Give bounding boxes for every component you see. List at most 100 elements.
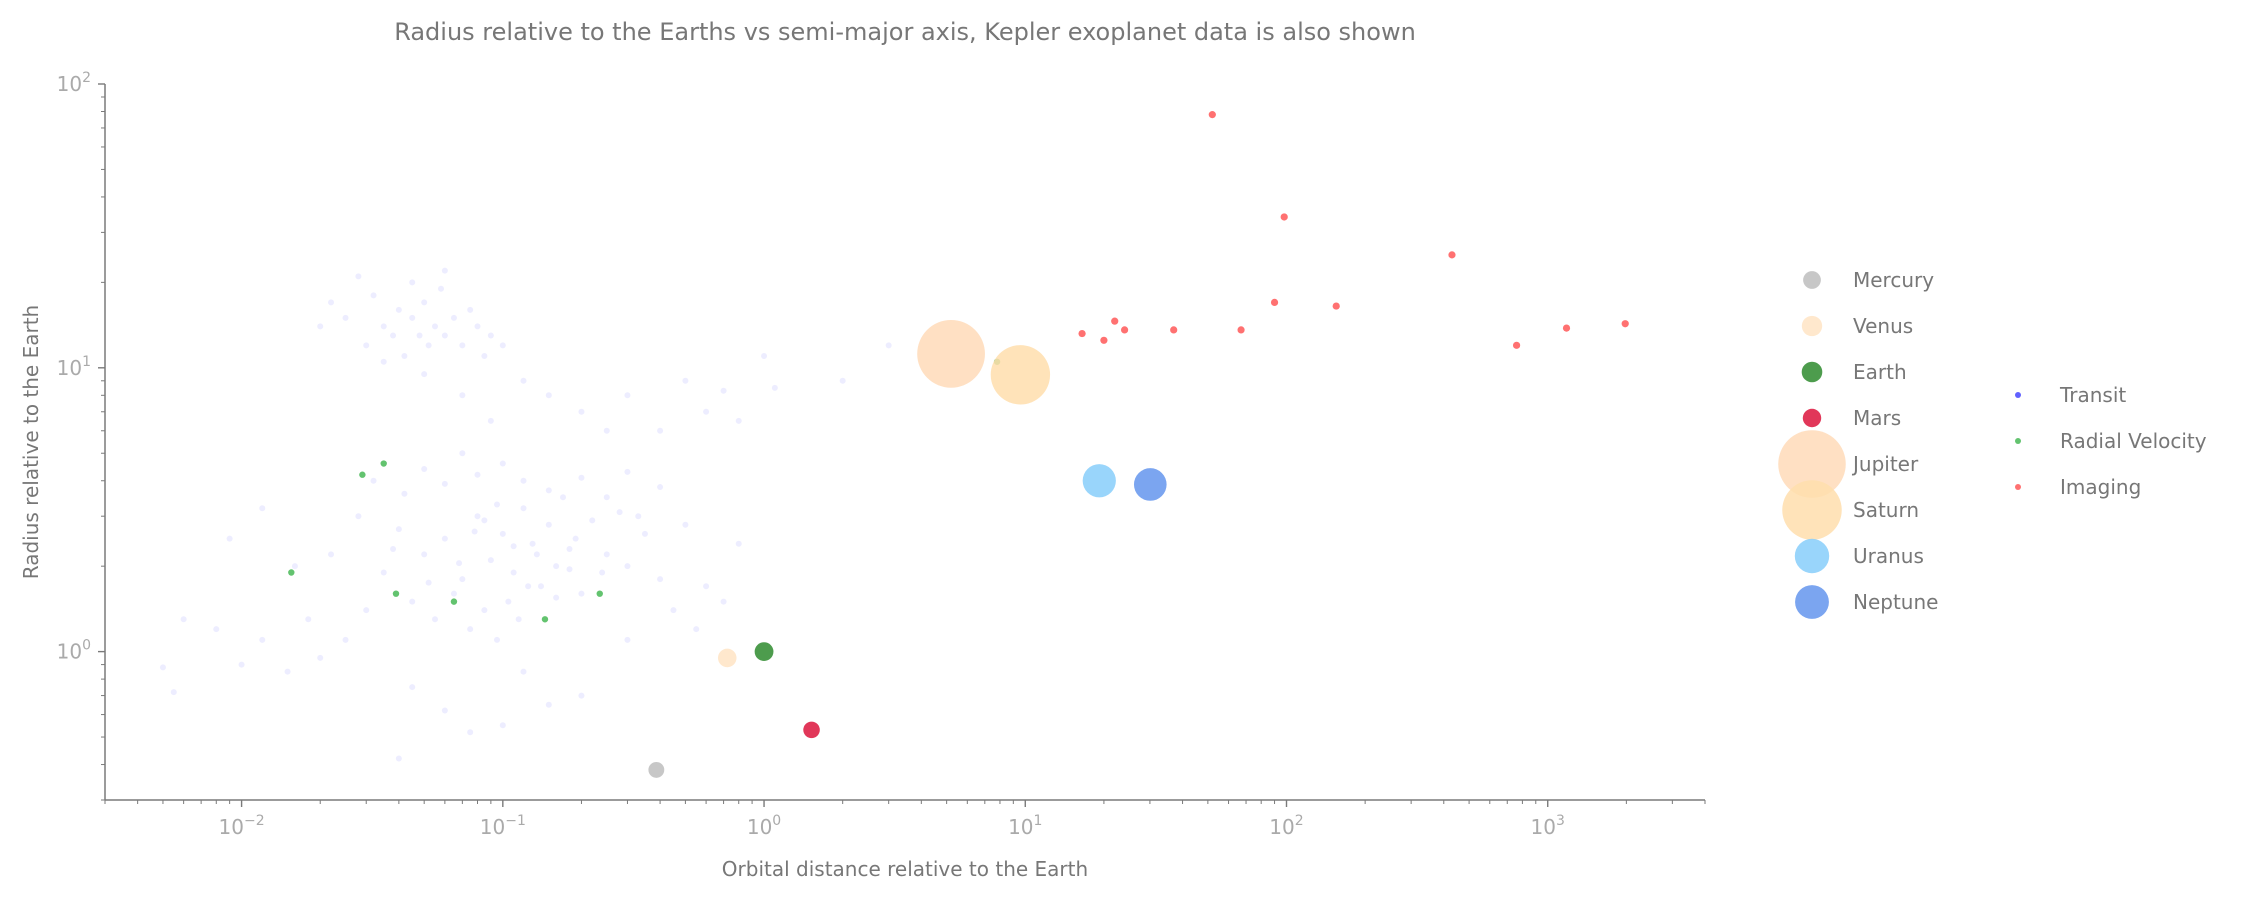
exoplanet-point — [450, 314, 457, 321]
exoplanet-point — [541, 616, 549, 623]
exoplanet-point — [641, 530, 648, 537]
x-tick-label: 102 — [1269, 813, 1303, 839]
planet-jupiter — [917, 319, 985, 388]
exoplanet-point — [359, 471, 366, 478]
legend-label-imaging: Imaging — [2060, 475, 2141, 499]
planet-neptune — [1133, 468, 1167, 501]
exoplanet-point — [682, 377, 689, 384]
exoplanet-point — [578, 408, 585, 415]
exoplanet-point — [459, 342, 466, 349]
exoplanet-point — [578, 692, 585, 699]
exoplanet-point — [317, 654, 324, 661]
exoplanet-point — [459, 576, 466, 583]
exoplanet-point — [771, 384, 778, 391]
exoplanet-point — [572, 535, 579, 542]
exoplanet-point — [238, 661, 245, 668]
exoplanet-point — [596, 590, 603, 597]
exoplanet-point — [487, 332, 494, 339]
exoplanet-point — [589, 517, 596, 524]
exoplanet-point — [657, 576, 664, 583]
exoplanet-point — [370, 477, 377, 484]
legend-label-mars: Mars — [1853, 406, 1901, 430]
exoplanet-point — [529, 540, 536, 547]
exoplanet-point — [180, 616, 187, 623]
planet-saturn — [990, 345, 1051, 405]
x-tick-label: 101 — [1008, 813, 1042, 839]
exoplanet-point — [390, 332, 397, 339]
exoplanet-point — [395, 755, 402, 762]
exoplanet-point — [1208, 111, 1216, 119]
exoplanet-point — [392, 590, 400, 597]
exoplanet-point — [409, 598, 416, 605]
exoplanet-point — [1621, 320, 1629, 328]
exoplanet-point — [441, 332, 448, 339]
exoplanet-point — [481, 607, 488, 614]
exoplanet-point — [159, 664, 166, 671]
planet-venus — [717, 648, 737, 668]
exoplanet-point — [603, 551, 610, 558]
exoplanet-point — [616, 509, 623, 516]
exoplanet-point — [284, 668, 291, 675]
exoplanet-point — [380, 569, 387, 576]
legend-marker-imaging — [2015, 484, 2021, 490]
x-tick-label: 103 — [1531, 813, 1565, 839]
exoplanet-point — [553, 563, 560, 570]
x-tick-label: 10−1 — [480, 813, 526, 839]
exoplanet-point — [481, 353, 488, 360]
exoplanet-point — [1237, 326, 1245, 334]
legend-label-uranus: Uranus — [1853, 544, 1924, 568]
legend-marker-saturn — [1782, 480, 1842, 540]
exoplanet-point — [657, 484, 664, 491]
exoplanet-point — [545, 701, 552, 708]
exoplanet-point — [456, 560, 463, 567]
exoplanet-point — [425, 342, 432, 349]
exoplanet-point — [380, 323, 387, 330]
exoplanet-point — [624, 563, 631, 570]
exoplanet-point — [693, 626, 700, 633]
exoplanet-point — [305, 616, 312, 623]
exoplanet-point — [487, 557, 494, 564]
exoplanet-point — [259, 505, 266, 512]
exoplanet-point — [735, 540, 742, 547]
exoplanet-point — [390, 545, 397, 552]
exoplanet-point — [1120, 326, 1129, 334]
chart-title: Radius relative to the Earths vs semi-ma… — [394, 18, 1416, 46]
exoplanet-point — [499, 530, 506, 537]
exoplanet-point — [438, 285, 445, 292]
exoplanet-point — [520, 377, 527, 384]
legend-label-neptune: Neptune — [1853, 590, 1938, 614]
exoplanet-point — [441, 535, 448, 542]
exoplanet-point — [599, 569, 606, 576]
exoplanet-point — [213, 626, 220, 633]
exoplanet-point — [1100, 336, 1108, 344]
exoplanet-point — [566, 566, 573, 573]
legend-planets: Mercury Venus Earth Mars Jupiter Saturn Uranus… — [1778, 268, 1938, 619]
exoplanet-point — [515, 616, 522, 623]
exoplanet-point — [459, 392, 466, 399]
exoplanet-point — [520, 477, 527, 484]
exoplanet-point — [487, 417, 494, 424]
exoplanet-point — [380, 460, 387, 467]
planet-uranus — [1082, 464, 1116, 498]
exoplanet-point — [481, 517, 488, 524]
legend-marker-radial-velocity — [2015, 438, 2021, 444]
exoplanet-point — [355, 513, 362, 520]
exoplanet-point — [735, 417, 742, 424]
exoplanet-point — [363, 607, 370, 614]
exoplanet-point — [839, 377, 846, 384]
exoplanet-point — [474, 323, 481, 330]
legend-marker-jupiter — [1778, 430, 1846, 498]
x-axis-label: Orbital distance relative to the Earth — [722, 857, 1088, 881]
exoplanet-point — [421, 465, 428, 472]
exoplanet-point — [459, 450, 466, 457]
exoplanet-point — [380, 358, 387, 365]
exoplanet-point — [1332, 302, 1340, 310]
exoplanet-point — [885, 342, 892, 349]
legend-label-earth: Earth — [1853, 360, 1907, 384]
exoplanet-point — [682, 521, 689, 528]
x-tick-label: 100 — [747, 813, 781, 839]
legend-label-radial-velocity: Radial Velocity — [2060, 429, 2207, 453]
exoplanet-point — [670, 607, 677, 614]
legend-label-transit: Transit — [2059, 383, 2126, 407]
exoplanet-point — [624, 468, 631, 475]
